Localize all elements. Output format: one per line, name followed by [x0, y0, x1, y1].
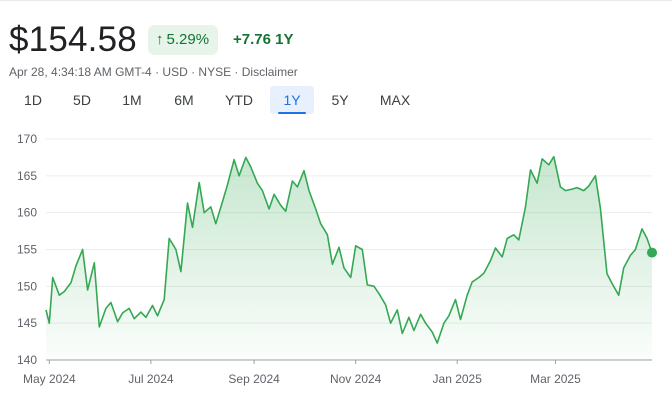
price-line — [45, 155, 653, 344]
tab-max[interactable]: MAX — [379, 92, 411, 108]
x-tick-label: Jan 2025 — [433, 372, 483, 386]
current-price: $154.58 — [9, 20, 137, 59]
y-tick-label: 170 — [17, 132, 37, 146]
tab-1d[interactable]: 1D — [24, 92, 42, 108]
tab-1m[interactable]: 1M — [122, 92, 142, 108]
change-amount: +7.76 — [233, 31, 271, 48]
y-tick-label: 140 — [17, 353, 37, 367]
x-tick-label: Mar 2025 — [530, 372, 581, 386]
top-divider — [0, 0, 672, 1]
x-tick-label: Sep 2024 — [228, 372, 280, 386]
tab-6m[interactable]: 6M — [174, 92, 194, 108]
y-tick-label: 145 — [17, 316, 37, 330]
change-percent-badge: ↑ 5.29% — [148, 25, 219, 55]
tab-5d[interactable]: 5D — [73, 92, 91, 108]
y-tick-label: 150 — [17, 279, 37, 293]
tab-5y[interactable]: 5Y — [331, 92, 349, 108]
change-percent: 5.29% — [166, 31, 210, 48]
change-absolute: +7.76 1Y — [233, 25, 294, 55]
x-tick-label: Jul 2024 — [128, 372, 174, 386]
quote-meta: Apr 28, 4:34:18 AM GMT-4 · USD · NYSE · … — [9, 65, 298, 79]
y-tick-label: 165 — [17, 169, 37, 183]
tab-ytd[interactable]: YTD — [225, 92, 253, 108]
arrow-up-icon: ↑ — [156, 31, 164, 48]
y-tick-label: 160 — [17, 206, 37, 220]
tab-1y[interactable]: 1Y — [270, 86, 314, 114]
last-price-dot — [647, 247, 657, 258]
change-period: 1Y — [275, 31, 294, 48]
price-area — [46, 156, 652, 360]
x-tick-label: May 2024 — [23, 372, 76, 386]
y-tick-label: 155 — [17, 243, 37, 257]
x-tick-label: Nov 2024 — [330, 372, 382, 386]
